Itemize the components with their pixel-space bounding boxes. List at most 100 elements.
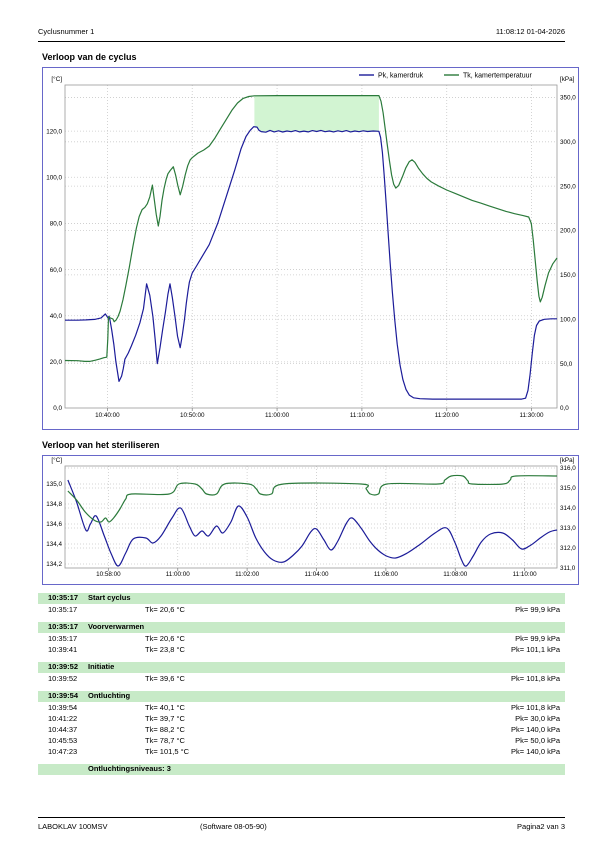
device-name: LABOKLAV 100MSV [38,822,108,831]
event-group-header: 10:39:54 Ontluchting [38,691,565,702]
event-pressure: Pk= 101,8 kPa [511,702,560,712]
event-group-time: 10:39:54 [48,691,79,700]
cycle-chart-box: 10:40:00 10:50:00 11:00:00 11:10:00 11:20:00… [42,67,579,430]
chart-label: 100,0 [560,316,576,323]
event-temperature: Tk= 88,2 °C [145,724,185,734]
chart-label: 0,0 [53,405,62,412]
event-group-time: 10:39:52 [48,662,79,671]
event-temperature: Tk= 20,6 °C [145,633,185,643]
chart-label: 200,0 [560,228,576,235]
event-temperature: Tk= 39,7 °C [145,713,185,723]
event-time: 10:39:41 [48,644,78,654]
event-row: 10:39:41 Tk= 23,8 °C Pk= 101,1 kPa [38,644,565,655]
report-datetime: 11:08:12 01-04-2026 [495,27,565,36]
event-pressure: Pk= 101,1 kPa [511,644,560,654]
cycle-chart: 10:40:00 10:50:00 11:00:00 11:10:00 11:20:00… [46,73,576,420]
series-Pk [65,126,557,400]
event-row: 10:35:17 Tk= 20,6 °C Pk= 99,9 kPa [38,633,565,644]
plot-area [65,85,557,408]
event-temperature: Tk= 39,6 °C [145,673,185,683]
event-temperature: Tk= 101,5 °C [145,746,190,756]
chart-label: [kPa] [560,457,575,464]
event-row: 10:35:17 Tk= 20,6 °C Pk= 99,9 kPa [38,604,565,615]
event-pressure: Pk= 101,8 kPa [511,673,560,683]
chart-label: 11:08:00 [443,571,468,578]
event-time: 10:35:17 [48,633,78,643]
tick-marks [107,408,532,411]
chart-label: 316,0 [560,465,576,472]
chart-label: 11:10:00 [350,412,375,419]
chart-label: 300,0 [560,139,576,146]
event-time: 10:47:23 [48,746,78,756]
series-Pk [67,479,558,567]
event-temperature: Tk= 40,1 °C [145,702,185,712]
event-time: 10:39:52 [48,673,78,683]
gridlines [65,466,557,568]
event-row: 10:39:52 Tk= 39,6 °C Pk= 101,8 kPa [38,673,565,684]
event-group: 10:39:54 Ontluchting 10:39:54 Tk= 40,1 °C Pk… [38,691,565,757]
event-row: 10:39:54 Tk= 40,1 °C Pk= 101,8 kPa [38,702,565,713]
chart-label: 311,0 [560,565,576,572]
chart-label: 11:20:00 [435,412,460,419]
event-time: 10:39:54 [48,702,78,712]
chart-label: 10:50:00 [180,412,205,419]
event-pressure: Pk= 99,9 kPa [515,633,560,643]
chart-label: 11:04:00 [304,571,329,578]
event-time: 10:41:22 [48,713,78,723]
series-Tk [67,474,558,523]
event-group-header: 10:35:17 Voorverwarmen [38,622,565,633]
chart-label: 0,0 [560,405,569,412]
event-group: 10:39:52 Initiatie 10:39:52 Tk= 39,6 °C Pk= … [38,662,565,684]
event-group-time: 10:35:17 [48,622,79,631]
chart-label: 10:40:00 [95,412,120,419]
chart-label: 250,0 [560,183,576,190]
header-rule [38,41,565,42]
chart-label: 10:58:00 [96,571,121,578]
event-temperature: Tk= 23,8 °C [145,644,185,654]
plot-border [64,84,558,409]
chart-label: 11:00:00 [265,412,290,419]
event-time: 10:35:17 [48,604,78,614]
chart-label: 60,0 [50,267,63,274]
event-time: 10:45:53 [48,735,78,745]
event-group-header: 10:35:17 Start cyclus [38,593,565,604]
chart-label: [°C] [51,456,62,464]
chart-label: [kPa] [560,76,575,83]
event-pressure: Pk= 140,0 kPa [511,746,560,756]
event-pressure: Pk= 99,9 kPa [515,604,560,614]
event-group-title: Ontluchting [88,691,131,700]
series-Tk [64,95,558,362]
event-temperature: Tk= 20,6 °C [145,604,185,614]
chart-label: [°C] [51,75,62,83]
event-group: 10:35:17 Voorverwarmen 10:35:17 Tk= 20,6 °C… [38,622,565,655]
chart-label: 20,0 [50,359,63,366]
plot-border [64,465,558,569]
chart-label: 312,0 [560,545,576,552]
event-group: Ontluchtingsniveaus: 3 [38,764,565,775]
event-group-title: Voorverwarmen [88,622,145,631]
event-time: 10:44:37 [48,724,78,734]
chart-label: 11:00:00 [166,571,191,578]
chart-label: 120,0 [46,128,62,135]
chart-label: 11:02:00 [235,571,260,578]
chart-label: 11:06:00 [374,571,399,578]
chart-label: 350,0 [560,95,576,102]
chart-label: 314,0 [560,505,576,512]
event-row: 10:41:22 Tk= 39,7 °C Pk= 30,0 kPa [38,713,565,724]
chart-label: Pk, kamerdruk [378,73,424,80]
chart-label: 135,0 [46,481,62,488]
event-group-header: Ontluchtingsniveaus: 3 [38,764,565,775]
tick-marks [107,568,526,571]
event-pressure: Pk= 30,0 kPa [515,713,560,723]
sterilization-chart: 10:58:00 11:00:00 11:02:00 11:04:00 11:06:00… [46,456,576,578]
chart-label: 315,0 [560,485,576,492]
event-table: 10:35:17 Start cyclus 10:35:17 Tk= 20,6 °C P… [38,593,565,782]
chart-label: 50,0 [560,361,573,368]
event-group: 10:35:17 Start cyclus 10:35:17 Tk= 20,6 °C P… [38,593,565,615]
event-row: 10:44:37 Tk= 88,2 °C Pk= 140,0 kPa [38,724,565,735]
chart-label: 313,0 [560,525,576,532]
event-row: 10:45:53 Tk= 78,7 °C Pk= 50,0 kPa [38,735,565,746]
chart-label: 40,0 [50,313,63,320]
chart-label: 100,0 [46,174,62,181]
